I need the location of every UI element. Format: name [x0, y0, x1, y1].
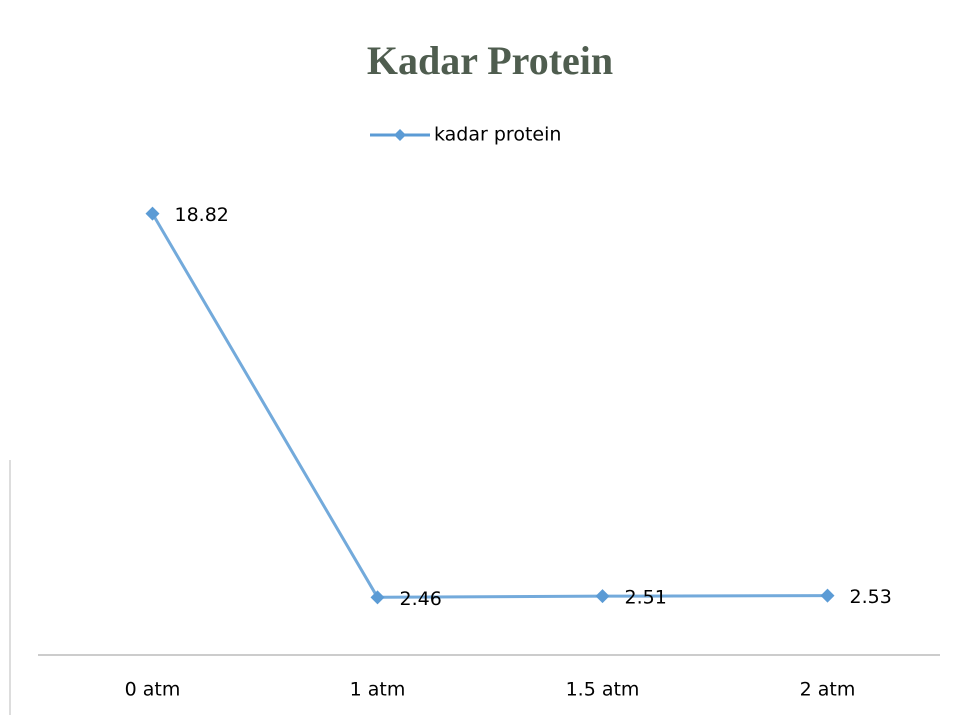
data-label: 18.82: [175, 204, 229, 226]
background: [0, 0, 957, 715]
x-tick-label: 1.5 atm: [566, 679, 640, 701]
data-label: 2.53: [850, 586, 892, 608]
x-tick-label: 2 atm: [800, 679, 856, 701]
chart: Kadar Protein 0 atm 1 atm 1.5 atm 2 atm 18.8…: [0, 0, 957, 715]
x-tick-label: 1 atm: [350, 679, 406, 701]
legend-label: kadar protein: [434, 124, 561, 146]
x-tick-label: 0 atm: [125, 679, 181, 701]
chart-title: Kadar Protein: [367, 38, 613, 83]
data-label: 2.46: [400, 588, 442, 610]
data-label: 2.51: [625, 587, 667, 609]
